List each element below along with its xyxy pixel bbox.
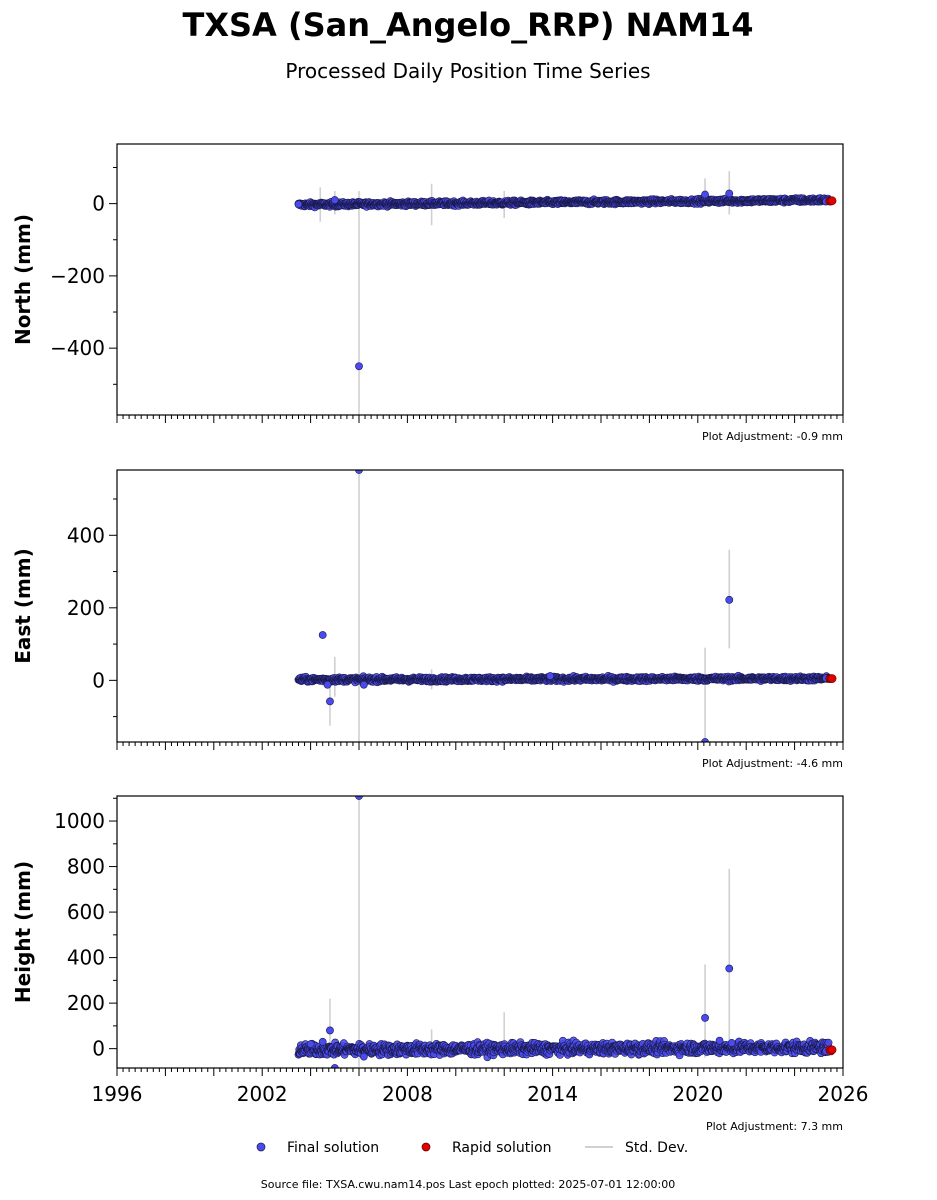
- north-y-axis-label: North (mm): [11, 214, 35, 345]
- height-xtick-label: 2020: [672, 1082, 723, 1106]
- legend: Final solution Rapid solution Std. Dev.: [256, 1140, 688, 1156]
- height-final-point: [727, 1039, 736, 1047]
- chart-title: TXSA (San_Angelo_RRP) NAM14: [182, 6, 753, 44]
- height-axes-frame: [116, 795, 844, 1069]
- east-final-point: [701, 738, 709, 742]
- east-axes-frame: [116, 469, 844, 743]
- east-final-point: [326, 697, 334, 706]
- east-ytick-label: 200: [67, 596, 105, 620]
- height-plot-adjustment: Plot Adjustment: 7.3 mm: [706, 1120, 843, 1133]
- height-final-point: [715, 1036, 724, 1045]
- height-xtick-label: 2008: [382, 1082, 433, 1106]
- east-final-point: [546, 672, 555, 680]
- north-rapid-point: [827, 196, 837, 206]
- north-final-point: [725, 189, 734, 198]
- height-ytick-label: 0: [92, 1037, 105, 1061]
- legend-stddev-label: Std. Dev.: [625, 1140, 688, 1156]
- north-ytick-label: −200: [50, 264, 105, 288]
- east-final-point: [725, 595, 734, 604]
- chart-subtitle: Processed Daily Position Time Series: [285, 59, 650, 83]
- north-ytick-label: 0: [92, 192, 105, 216]
- height-ytick-label: 1000: [54, 809, 105, 833]
- north-plot-area: [294, 171, 837, 415]
- east-ytick-label: 0: [92, 668, 105, 692]
- height-ytick-label: 800: [67, 855, 105, 879]
- height-xtick-label: 1996: [92, 1082, 143, 1106]
- height-final-point: [725, 964, 734, 973]
- height-ytick-label: 600: [67, 900, 105, 924]
- east-plot-adjustment: Plot Adjustment: -4.6 mm: [702, 757, 843, 770]
- east-plot-area: [294, 470, 837, 742]
- height-ytick-label: 400: [67, 946, 105, 970]
- height-plot-area: [294, 796, 837, 1068]
- legend-final-label: Final solution: [287, 1140, 379, 1156]
- north-axes-frame: [116, 143, 844, 416]
- east-final-point: [318, 631, 327, 639]
- height-ytick-label: 200: [67, 991, 105, 1015]
- height-y-axis-label: Height (mm): [11, 861, 35, 1003]
- north-final-point: [294, 200, 303, 209]
- height-final-point: [318, 1037, 327, 1046]
- height-xtick-label: 2026: [818, 1082, 869, 1106]
- legend-rapid-label: Rapid solution: [452, 1140, 552, 1156]
- east-final-point: [359, 680, 368, 689]
- north-panel: 0 −200 −400 North (mm) Plot Adjustment: -0.9…: [11, 143, 844, 443]
- height-final-point: [701, 1014, 709, 1022]
- east-rapid-point: [827, 674, 837, 683]
- height-final-point: [326, 1026, 334, 1035]
- height-xtick-label: 2002: [237, 1082, 288, 1106]
- height-final-point: [306, 1040, 315, 1049]
- legend-rapid-marker: [421, 1142, 431, 1152]
- north-ytick-label: −400: [50, 336, 105, 360]
- height-panel: 1000 800 600 400 200 0 1996 2002 2008 2014 2020 202…: [11, 795, 869, 1133]
- height-final-point: [824, 1038, 833, 1047]
- north-final-point: [330, 196, 339, 204]
- north-plot-adjustment: Plot Adjustment: -0.9 mm: [702, 430, 843, 443]
- height-final-point: [359, 1052, 368, 1061]
- east-y-axis-label: East (mm): [11, 548, 35, 664]
- east-panel: 400 200 0 East (mm) Plot Adjustment: -4.6 mm: [11, 469, 844, 770]
- height-xtick-label: 2014: [527, 1082, 578, 1106]
- height-final-point: [330, 1064, 339, 1068]
- north-final-point: [701, 190, 709, 199]
- north-final-point: [355, 362, 363, 371]
- source-footnote: Source file: TXSA.cwu.nam14.pos Last epo…: [261, 1178, 675, 1191]
- height-rapid-point: [827, 1045, 837, 1055]
- east-final-point: [323, 680, 332, 689]
- legend-final-marker: [256, 1142, 266, 1152]
- east-ytick-label: 400: [67, 523, 105, 547]
- east-final-point: [355, 470, 363, 474]
